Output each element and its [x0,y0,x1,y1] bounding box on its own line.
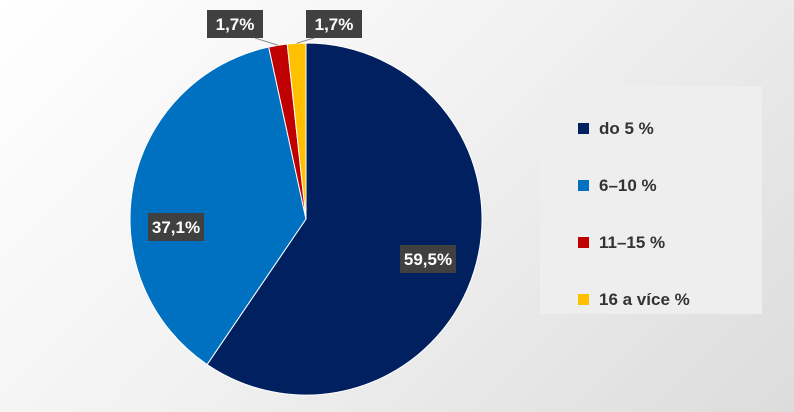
legend-item-16-a-vice: 16 a více % [578,271,762,328]
legend: do 5 % 6–10 % 11–15 % 16 a více % [540,86,762,314]
pie-slice-do-5 [206,42,483,396]
data-label-do-5: 59,5% [404,250,452,269]
legend-item-6-10: 6–10 % [578,157,762,214]
legend-item-11-15: 11–15 % [578,214,762,271]
pie-slice-6-10 [129,46,307,366]
data-label-box-6-10 [148,213,204,241]
pie-slice-16-a-vice [286,42,307,220]
leader-line-11-15 [254,37,279,46]
legend-swatch [578,237,589,248]
legend-swatch [578,180,589,191]
legend-label: 16 a více % [599,289,690,309]
pie-slices [129,42,483,396]
legend-item-do-5: do 5 % [578,100,762,157]
data-label-11-15: 1,7% [216,15,255,34]
legend-label: 11–15 % [599,232,666,252]
leader-lines [254,37,315,46]
legend-label: 6–10 % [599,175,657,195]
legend-label: do 5 % [599,118,654,138]
legend-swatch [578,123,589,134]
data-label-16-a-vice: 1,7% [315,15,354,34]
data-labels: 59,5% 37,1% 1,7% 1,7% [148,10,456,273]
legend-swatch [578,294,589,305]
data-label-box-11-15 [207,10,263,38]
leader-line-16-a-vice [296,37,315,44]
data-label-box-16-a-vice [306,10,362,38]
data-label-box-do-5 [400,245,456,273]
data-label-6-10: 37,1% [152,218,200,237]
